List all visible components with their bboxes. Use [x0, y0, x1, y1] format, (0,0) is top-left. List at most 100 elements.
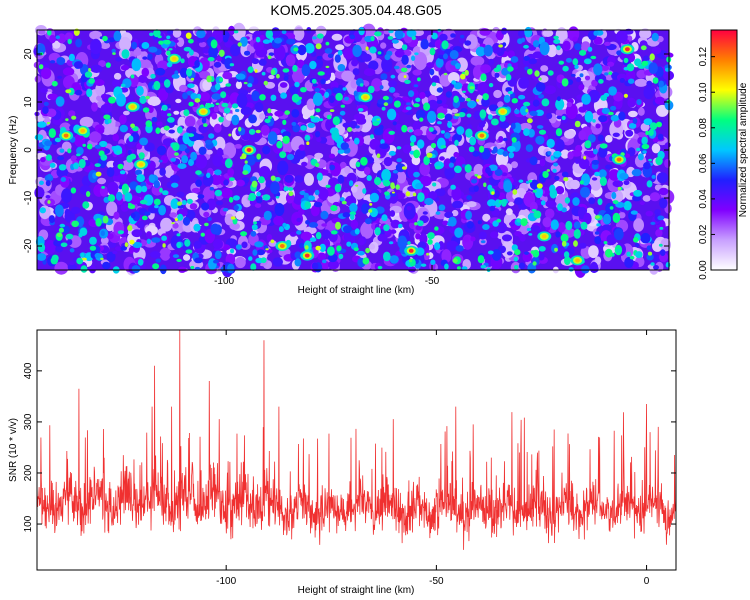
heatmap-speckle: [274, 203, 285, 216]
heatmap-speckle: [260, 257, 267, 264]
heatmap-speckle: [210, 39, 218, 49]
heatmap-speckle: [55, 245, 64, 253]
heatmap-speckle: [636, 99, 642, 106]
heatmap-speckle: [105, 62, 111, 68]
heatmap-speckle: [445, 91, 452, 98]
heatmap-speckle: [426, 252, 430, 256]
heatmap-speckle: [100, 257, 104, 261]
heatmap-speckle: [420, 263, 427, 267]
heatmap-speckle: [365, 247, 370, 254]
heatmap-speckle: [584, 111, 594, 123]
heatmap-speckle: [261, 71, 266, 76]
heatmap-speckle: [55, 204, 64, 217]
heatmap-speckle: [596, 74, 601, 80]
heatmap-speckle: [401, 44, 408, 51]
heatmap-speckle: [255, 196, 263, 204]
heatmap-speckle: [129, 153, 137, 160]
heatmap-speckle: [601, 224, 612, 232]
heatmap-speckle: [439, 156, 445, 161]
heatmap-speckle: [52, 40, 61, 49]
heatmap-speckle: [45, 154, 52, 161]
heatmap-speckle: [568, 267, 574, 272]
heatmap-speckle: [179, 67, 189, 79]
colorbar-label: Normalized spectral amplitude: [738, 82, 749, 217]
heatmap-speckle: [117, 230, 124, 235]
heatmap-speckle: [374, 227, 381, 236]
heatmap-speckle: [294, 258, 302, 267]
heatmap-speckle: [460, 34, 465, 39]
heatmap-speckle: [526, 227, 532, 232]
heatmap-speckle: [646, 253, 654, 261]
heatmap-speckle: [106, 251, 116, 263]
heatmap-speckle: [590, 55, 597, 60]
heatmap-speckle: [553, 35, 559, 40]
heatmap-speckle: [520, 105, 528, 116]
heatmap-speckle: [390, 182, 395, 189]
heatmap-speckle: [377, 99, 385, 105]
heatmap-speckle: [248, 256, 253, 261]
heatmap-speckle: [42, 106, 49, 114]
heatmap-speckle: [136, 220, 145, 229]
heatmap-speckle: [265, 248, 269, 251]
heatmap-speckle: [201, 117, 207, 124]
heatmap-speckle: [593, 36, 603, 45]
heatmap-speckle: [419, 162, 431, 176]
heatmap-speckle: [513, 256, 519, 262]
heatmap-speckle: [627, 147, 636, 157]
heatmap-speckle: [203, 211, 210, 218]
heatmap-speckle: [426, 110, 437, 123]
colorbar-tick-label: 0.12: [698, 46, 709, 66]
heatmap-speckle: [335, 221, 341, 230]
heatmap-speckle: [430, 142, 437, 149]
heatmap-speckle: [659, 249, 666, 256]
heatmap-speckle: [610, 114, 620, 122]
heatmap-speckle: [177, 213, 184, 221]
heatmap-speckle: [315, 131, 321, 138]
heatmap-speckle: [270, 181, 280, 195]
heatmap-speckle: [141, 215, 148, 221]
heatmap-speckle: [127, 94, 134, 102]
heatmap-speckle: [357, 250, 365, 256]
heatmap-speckle: [563, 177, 569, 182]
heatmap-speckle: [343, 188, 350, 193]
heatmap-speckle: [637, 153, 644, 161]
heatmap-speckle: [54, 137, 62, 143]
heatmap-speckle: [532, 261, 537, 266]
heatmap-speckle: [454, 139, 459, 146]
heatmap-speckle: [601, 65, 610, 71]
heatmap-speckle: [190, 151, 198, 161]
heatmap-speckle: [120, 83, 126, 88]
heatmap-speckle: [374, 31, 382, 37]
heatmap-speckle: [68, 110, 76, 117]
heatmap-speckle: [328, 153, 336, 159]
colorbar-frame: [710, 29, 738, 271]
heatmap-speckle: [268, 240, 277, 247]
heatmap-speckle: [463, 237, 470, 243]
heatmap-speckle: [383, 102, 389, 107]
heatmap-speckle: [444, 263, 449, 270]
heatmap-speckle: [182, 216, 191, 226]
heatmap-speckle: [40, 67, 52, 80]
heatmap-speckle: [654, 209, 662, 216]
heatmap-speckle: [212, 153, 224, 167]
heatmap-speckle: [639, 28, 652, 39]
heatmap-speckle: [309, 115, 315, 119]
heatmap-speckle: [90, 64, 103, 73]
heatmap-peak-core: [616, 157, 622, 162]
heatmap-speckle: [413, 84, 419, 88]
snr-x-tick-label: -100: [216, 576, 236, 587]
heatmap-speckle: [406, 64, 412, 69]
heatmap-speckle: [444, 211, 454, 219]
heatmap-speckle: [270, 175, 276, 181]
heatmap-speckle: [572, 58, 579, 66]
heatmap-speckle: [313, 201, 323, 208]
heatmap-speckle: [507, 145, 516, 153]
heatmap-speckle: [151, 184, 163, 196]
heatmap-peak: [620, 44, 635, 55]
heatmap-speckle: [88, 68, 92, 72]
heatmap-speckle: [127, 149, 132, 156]
heatmap-speckle: [297, 59, 305, 69]
heatmap-speckle: [575, 76, 582, 83]
heatmap-speckle: [476, 99, 480, 102]
heatmap-speckle: [111, 48, 116, 54]
